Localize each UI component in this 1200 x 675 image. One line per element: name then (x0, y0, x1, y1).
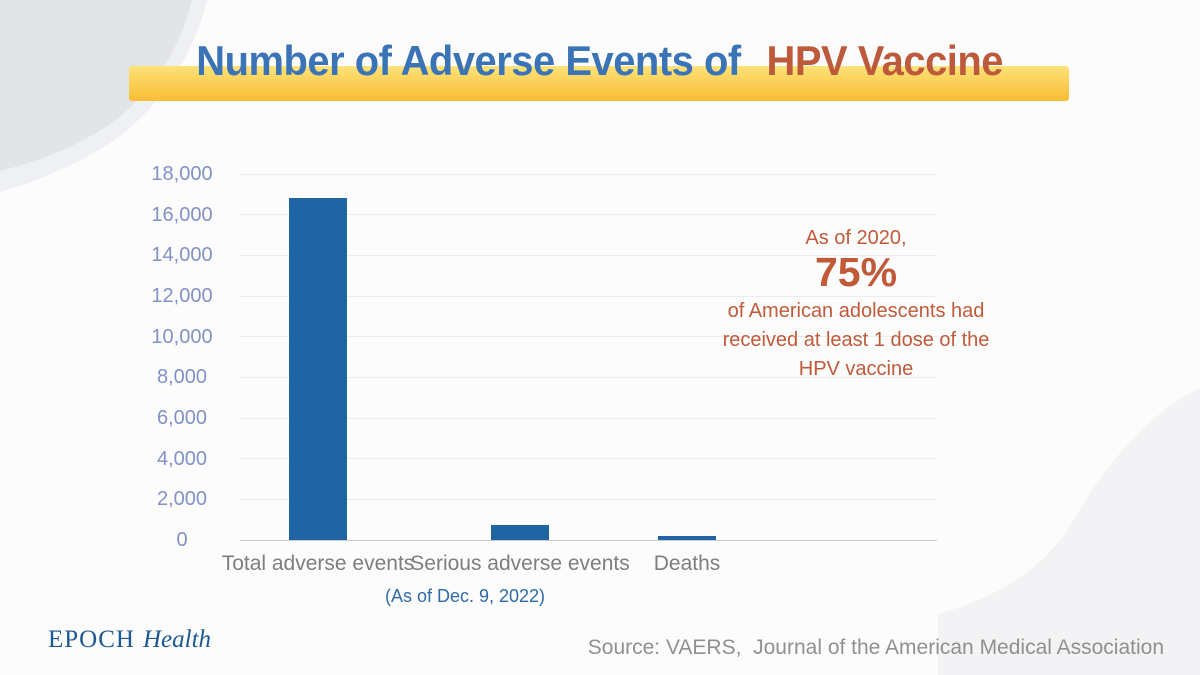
y-axis-tick-label: 8,000 (156, 366, 208, 389)
bar-serious-adverse-events (491, 524, 549, 540)
title-text-main: Number of Adverse Events of (196, 37, 742, 84)
gridline (240, 214, 937, 216)
y-axis-tick-label: 0 (176, 529, 188, 551)
bar-deaths (658, 535, 716, 540)
epoch-health-logo: EPOCH Health (48, 626, 211, 654)
y-axis-tick-label: 2,000 (156, 488, 208, 511)
y-axis-tick-label: 12,000 (151, 285, 213, 307)
gridline (240, 295, 937, 297)
annotation-body-line: of American adolescents had (727, 300, 985, 322)
annotation-body-line: HPV vaccine (798, 358, 914, 380)
gridline (240, 254, 937, 256)
y-axis-tick-label: 6,000 (156, 407, 208, 429)
title-highlight-band (129, 66, 1069, 101)
source-attribution: Source: VAERS, Journal of the American M… (587, 636, 1164, 659)
gridline (240, 458, 937, 460)
x-axis-line (240, 539, 937, 541)
y-axis-tick-label: 10,000 (151, 325, 213, 348)
gridline (240, 376, 937, 378)
gridline (240, 336, 937, 338)
annotation-percentage: 75% (814, 249, 898, 295)
title-text-accent: HPV Vaccine (766, 37, 1004, 84)
x-axis-category-label: Serious adverse events (410, 552, 630, 575)
x-axis-category-label: Deaths (653, 552, 721, 575)
y-axis-tick-label: 4,000 (156, 447, 208, 470)
gridline (240, 498, 937, 500)
y-axis-tick-label: 16,000 (151, 203, 213, 226)
gridline (240, 417, 937, 419)
logo-health: Health (142, 626, 212, 653)
y-axis-tick-label: 14,000 (151, 244, 213, 267)
page-title: Number of Adverse Events of HPV Vaccine (0, 37, 1200, 85)
bar-total-adverse-events (289, 198, 347, 540)
y-axis-tick-label: 18,000 (151, 163, 213, 185)
chart-date-note: (As of Dec. 9, 2022) (384, 586, 546, 606)
annotation-intro: As of 2020, (805, 227, 907, 249)
annotation-block: As of 2020, 75% of American adolescents … (720, 226, 992, 384)
annotation-body-line: received at least 1 dose of the (722, 329, 990, 351)
logo-epoch: EPOCH (48, 626, 135, 653)
x-axis-category-label: Total adverse events (221, 552, 415, 575)
gridline (240, 173, 937, 175)
